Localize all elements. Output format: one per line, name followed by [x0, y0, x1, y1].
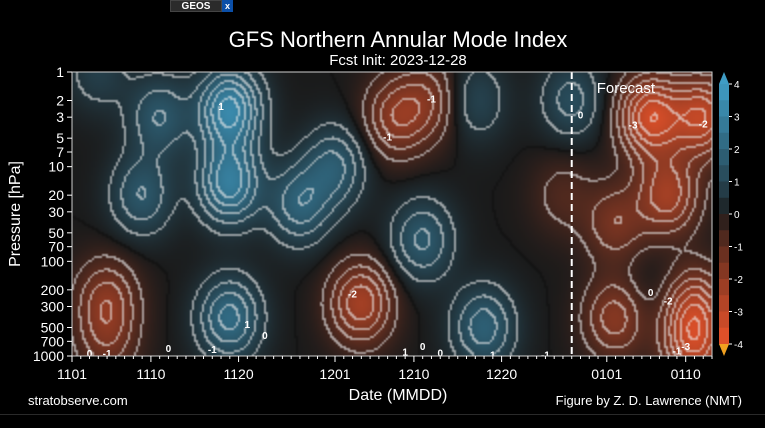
- footer-divider: [0, 414, 765, 415]
- colorbar-segment: [719, 181, 729, 199]
- colorbar-segment: [719, 84, 729, 101]
- y-tick-label: 50: [48, 225, 64, 241]
- contour-label: -2: [699, 120, 708, 131]
- y-tick-label: 700: [41, 333, 65, 349]
- contour-label: -3: [681, 342, 690, 353]
- contour-label: 1: [402, 348, 408, 359]
- x-tick-label: 1210: [398, 366, 429, 382]
- x-tick-label: 0110: [671, 366, 701, 382]
- contour-label: 0: [437, 349, 443, 360]
- colorbar-tick-label: -4: [734, 340, 743, 351]
- y-tick-label: 1: [56, 64, 64, 80]
- y-tick-label: 70: [48, 239, 64, 255]
- colorbar-segment: [719, 100, 729, 117]
- contour-label: 0: [166, 344, 172, 355]
- colorbar-top-arrow: [719, 72, 729, 84]
- y-tick-label: 2: [56, 92, 64, 108]
- footer-left-credit: stratobserve.com: [28, 393, 128, 408]
- colorbar-tick-label: -3: [734, 308, 743, 319]
- y-tick-label: 100: [41, 253, 65, 269]
- contour-label: -1: [672, 347, 681, 358]
- contour-label: -1: [208, 345, 217, 356]
- x-tick-label: 1220: [486, 366, 517, 382]
- chart-subtitle: Fcst Init: 2023-12-28: [329, 52, 467, 69]
- footer-right-credit: Figure by Z. D. Lawrence (NMT): [556, 393, 742, 408]
- y-tick-label: 3: [56, 109, 64, 125]
- contour-label: 0: [648, 288, 654, 299]
- forecast-label: Forecast: [597, 80, 656, 97]
- x-tick-label: 0101: [591, 366, 622, 382]
- colorbar-segment: [719, 197, 729, 215]
- browser-tab-strip: GEOS x: [0, 0, 765, 12]
- colorbar-segment: [719, 246, 729, 264]
- y-tick-label: 7: [56, 144, 64, 160]
- colorbar-tick-label: 1: [734, 178, 740, 189]
- plot-frame: [71, 71, 713, 357]
- colorbar-segment: [719, 165, 729, 182]
- contour-label: -1: [427, 94, 436, 105]
- y-tick-label: 200: [41, 282, 65, 298]
- colorbar-segment: [719, 116, 729, 134]
- contour-label: 0: [420, 342, 426, 353]
- x-tick-label: 1120: [224, 366, 254, 382]
- colorbar-tick-label: 0: [734, 210, 740, 221]
- colorbar-segment: [719, 279, 729, 296]
- colorbar-tick-label: -2: [734, 275, 743, 286]
- x-axis: 1101 1110 1120 1201 1210 1220 0101 0110: [57, 356, 713, 382]
- x-tick-label: 1110: [136, 366, 165, 382]
- colorbar-tick-label: -1: [734, 243, 743, 254]
- colorbar-segment: [719, 214, 729, 231]
- colorbar: 4 3 2 1 0 -1 -2 -3 -4: [719, 72, 743, 356]
- colorbar-segment: [719, 311, 729, 329]
- y-tick-label: 5: [56, 130, 64, 146]
- contour-label: 1: [218, 102, 224, 113]
- x-axis-label: Date (MMDD): [349, 387, 448, 404]
- contour-label: 0: [578, 110, 584, 121]
- contour-label: 1: [490, 350, 496, 361]
- colorbar-segment: [719, 295, 729, 312]
- y-tick-label: 30: [48, 204, 64, 220]
- contour-label: -1: [103, 349, 112, 360]
- colorbar-tick-label: 3: [734, 113, 740, 124]
- colorbar-bottom-arrow: [719, 344, 729, 356]
- x-tick-label: 1201: [319, 366, 350, 382]
- tab-geos[interactable]: GEOS: [170, 0, 222, 12]
- colorbar-segment: [719, 327, 729, 345]
- y-axis-label: Pressure [hPa]: [7, 161, 24, 267]
- contour-label: 0: [87, 349, 93, 360]
- x-tick-label: 1101: [57, 366, 87, 382]
- colorbar-segment: [719, 132, 729, 150]
- close-icon[interactable]: x: [222, 0, 233, 12]
- contour-label: 0: [262, 331, 268, 342]
- colorbar-segment: [719, 149, 729, 166]
- y-tick-label: 500: [41, 320, 65, 336]
- contour-label: 1: [245, 320, 251, 331]
- colorbar-tick-label: 4: [734, 80, 740, 91]
- contour-label: -1: [541, 350, 550, 361]
- y-tick-label: 20: [48, 187, 64, 203]
- contour-label: -2: [348, 290, 357, 301]
- heatmap-field: [72, 72, 712, 356]
- colorbar-tick-label: 2: [734, 145, 740, 156]
- colorbar-segment: [719, 230, 729, 247]
- contour-label: -3: [629, 121, 638, 132]
- y-tick-label: 300: [41, 299, 65, 315]
- y-tick-label: 10: [48, 159, 64, 175]
- contour-label: -2: [664, 297, 673, 308]
- chart-title: GFS Northern Annular Mode Index: [229, 27, 568, 52]
- colorbar-segment: [719, 262, 729, 280]
- y-tick-label: 1000: [33, 348, 64, 364]
- contour-label: -1: [383, 132, 392, 143]
